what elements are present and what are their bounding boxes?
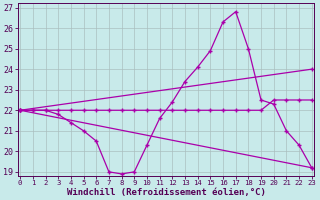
X-axis label: Windchill (Refroidissement éolien,°C): Windchill (Refroidissement éolien,°C) bbox=[67, 188, 265, 197]
